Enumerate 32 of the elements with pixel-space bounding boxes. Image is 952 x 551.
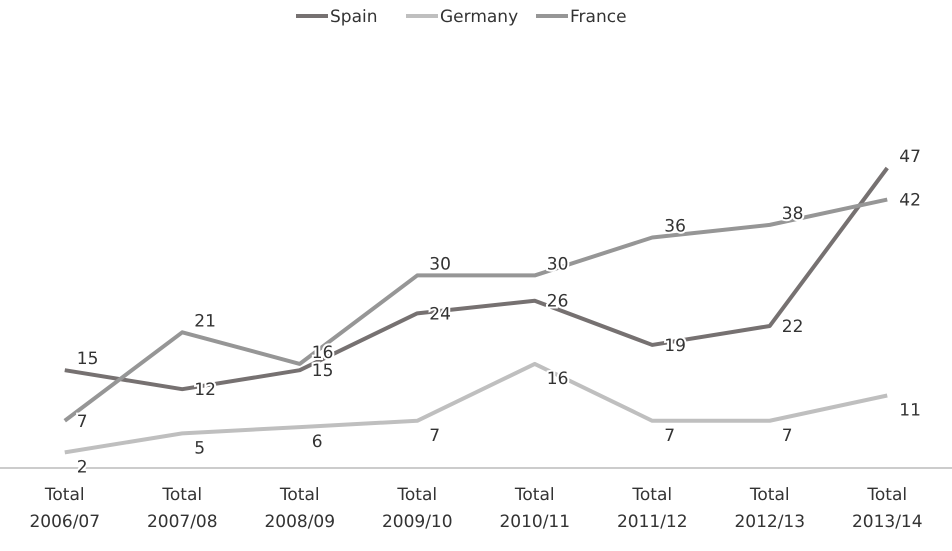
data-label: 2	[76, 457, 88, 478]
data-label: 7	[429, 426, 440, 446]
data-label: 21	[194, 311, 216, 332]
data-label: 15	[76, 349, 98, 370]
x-tick-label: Total 2011/12	[616, 485, 688, 532]
x-tick-label: Total 2010/11	[499, 485, 570, 532]
x-tick-label: Total 2006/07	[29, 485, 100, 532]
data-label: 36	[664, 216, 686, 237]
data-label: 16	[546, 368, 568, 389]
data-label: 42	[899, 190, 921, 211]
data-label: 30	[546, 254, 568, 274]
data-label: 38	[782, 204, 804, 224]
data-label: 5	[194, 438, 206, 458]
x-tick-label: Total 2008/09	[264, 485, 336, 532]
data-label: 6	[312, 432, 323, 452]
data-label: 7	[782, 426, 793, 446]
data-label: 47	[899, 147, 921, 167]
data-label: 11	[899, 400, 921, 420]
legend-label: Germany	[440, 7, 518, 27]
data-label: 15	[312, 361, 334, 382]
x-tick-label: Total 2012/13	[734, 485, 806, 532]
x-tick-label: Total 2009/10	[382, 485, 453, 532]
x-tick-label: Total 2013/14	[852, 485, 923, 532]
data-label: 7	[76, 412, 88, 432]
data-label: 22	[782, 316, 804, 337]
x-tick-label: Total 2007/08	[146, 485, 218, 532]
data-label: 16	[312, 342, 334, 363]
data-label: 30	[429, 254, 451, 274]
legend-label: Spain	[330, 7, 378, 27]
data-label: 7	[664, 426, 676, 446]
data-label: 26	[546, 292, 568, 312]
legend-label: France	[570, 7, 627, 27]
